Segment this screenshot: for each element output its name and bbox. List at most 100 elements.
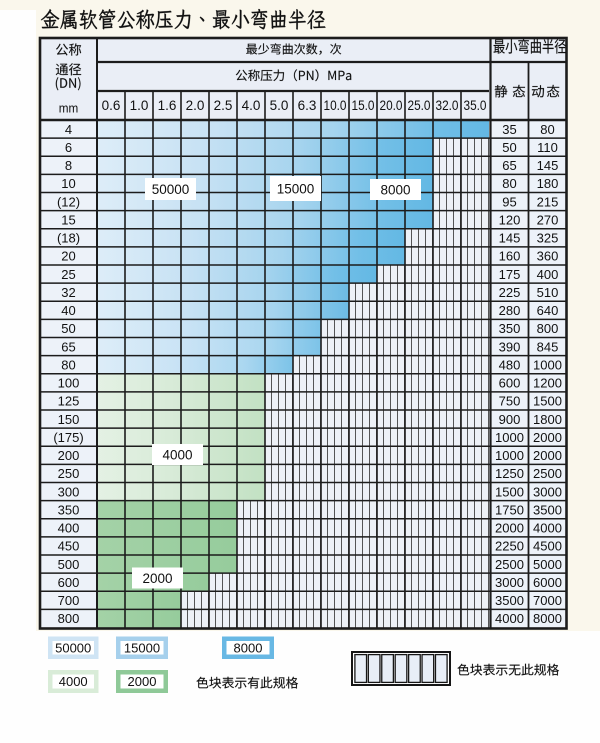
svg-text:65: 65: [502, 158, 516, 173]
svg-text:15: 15: [61, 212, 75, 227]
svg-text:2500: 2500: [495, 557, 524, 572]
svg-text:4.0: 4.0: [242, 98, 261, 113]
svg-text:350: 350: [499, 321, 521, 336]
svg-text:1000: 1000: [533, 357, 562, 372]
svg-text:35: 35: [502, 122, 516, 137]
svg-text:4: 4: [65, 122, 72, 137]
svg-text:270: 270: [537, 212, 559, 227]
svg-text:900: 900: [499, 412, 521, 427]
svg-text:8000: 8000: [234, 641, 263, 656]
svg-text:2.5: 2.5: [214, 98, 233, 113]
svg-text:10.0: 10.0: [324, 98, 347, 113]
svg-text:(12): (12): [57, 194, 80, 209]
svg-text:3500: 3500: [495, 593, 524, 608]
svg-text:800: 800: [58, 611, 80, 626]
svg-text:6.3: 6.3: [298, 98, 317, 113]
svg-text:1000: 1000: [495, 430, 524, 445]
svg-text:25: 25: [61, 267, 75, 282]
svg-text:8000: 8000: [533, 611, 562, 626]
svg-text:1500: 1500: [533, 394, 562, 409]
svg-text:250: 250: [58, 466, 80, 481]
svg-text:40: 40: [61, 303, 75, 318]
svg-text:480: 480: [499, 357, 521, 372]
svg-text:2500: 2500: [533, 466, 562, 481]
svg-text:50000: 50000: [55, 641, 91, 656]
svg-text:215: 215: [537, 194, 559, 209]
svg-text:35.0: 35.0: [464, 98, 487, 113]
svg-text:1750: 1750: [495, 502, 524, 517]
svg-text:15000: 15000: [277, 181, 315, 196]
svg-text:2000: 2000: [128, 674, 157, 689]
svg-text:15.0: 15.0: [352, 98, 375, 113]
svg-text:3000: 3000: [495, 575, 524, 590]
svg-text:2000: 2000: [533, 448, 562, 463]
svg-text:5000: 5000: [533, 557, 562, 572]
svg-text:1500: 1500: [495, 484, 524, 499]
svg-text:4000: 4000: [162, 447, 192, 462]
svg-text:145: 145: [499, 231, 521, 246]
svg-text:225: 225: [499, 285, 521, 300]
svg-text:750: 750: [499, 394, 521, 409]
svg-text:1.6: 1.6: [158, 98, 177, 113]
svg-text:5.0: 5.0: [270, 98, 289, 113]
svg-text:80: 80: [61, 357, 75, 372]
svg-text:600: 600: [58, 575, 80, 590]
svg-text:400: 400: [58, 521, 80, 536]
svg-text:350: 350: [58, 502, 80, 517]
svg-text:450: 450: [58, 539, 80, 554]
svg-text:390: 390: [499, 339, 521, 354]
svg-text:510: 510: [537, 285, 559, 300]
svg-text:2000: 2000: [495, 521, 524, 536]
svg-text:100: 100: [58, 376, 80, 391]
svg-text:(18): (18): [57, 231, 80, 246]
svg-text:180: 180: [537, 176, 559, 191]
svg-text:8000: 8000: [380, 182, 410, 197]
svg-text:4000: 4000: [533, 521, 562, 536]
svg-text:25.0: 25.0: [408, 98, 431, 113]
svg-text:2000: 2000: [533, 430, 562, 445]
svg-text:32.0: 32.0: [436, 98, 459, 113]
svg-text:6: 6: [65, 140, 72, 155]
svg-text:50000: 50000: [152, 182, 190, 197]
svg-text:mm: mm: [59, 100, 79, 115]
svg-text:845: 845: [537, 339, 559, 354]
svg-text:300: 300: [58, 484, 80, 499]
svg-text:8: 8: [65, 158, 72, 173]
svg-text:20: 20: [61, 249, 75, 264]
svg-text:200: 200: [58, 448, 80, 463]
svg-text:150: 150: [58, 412, 80, 427]
svg-text:1250: 1250: [495, 466, 524, 481]
svg-text:400: 400: [537, 267, 559, 282]
svg-text:2000: 2000: [142, 571, 172, 586]
svg-text:700: 700: [58, 593, 80, 608]
svg-text:3500: 3500: [533, 502, 562, 517]
svg-text:1800: 1800: [533, 412, 562, 427]
svg-text:2250: 2250: [495, 539, 524, 554]
svg-text:640: 640: [537, 303, 559, 318]
svg-text:95: 95: [502, 194, 516, 209]
svg-text:160: 160: [499, 249, 521, 264]
svg-text:10: 10: [61, 176, 75, 191]
svg-text:800: 800: [537, 321, 559, 336]
svg-text:1000: 1000: [495, 448, 524, 463]
svg-text:7000: 7000: [533, 593, 562, 608]
svg-text:325: 325: [537, 231, 559, 246]
svg-text:600: 600: [499, 376, 521, 391]
svg-text:2.0: 2.0: [186, 98, 205, 113]
svg-text:0.6: 0.6: [102, 98, 121, 113]
svg-text:4000: 4000: [495, 611, 524, 626]
svg-text:50: 50: [502, 140, 516, 155]
svg-text:80: 80: [502, 176, 516, 191]
svg-text:110: 110: [537, 140, 558, 155]
svg-text:360: 360: [537, 249, 559, 264]
svg-text:1200: 1200: [533, 376, 562, 391]
svg-text:50: 50: [61, 321, 75, 336]
svg-text:4500: 4500: [533, 539, 562, 554]
svg-text:32: 32: [61, 285, 75, 300]
svg-text:175: 175: [499, 267, 521, 282]
svg-text:20.0: 20.0: [380, 98, 403, 113]
svg-text:145: 145: [537, 158, 559, 173]
svg-text:6000: 6000: [533, 575, 562, 590]
svg-text:1.0: 1.0: [130, 98, 149, 113]
svg-text:15000: 15000: [124, 641, 160, 656]
